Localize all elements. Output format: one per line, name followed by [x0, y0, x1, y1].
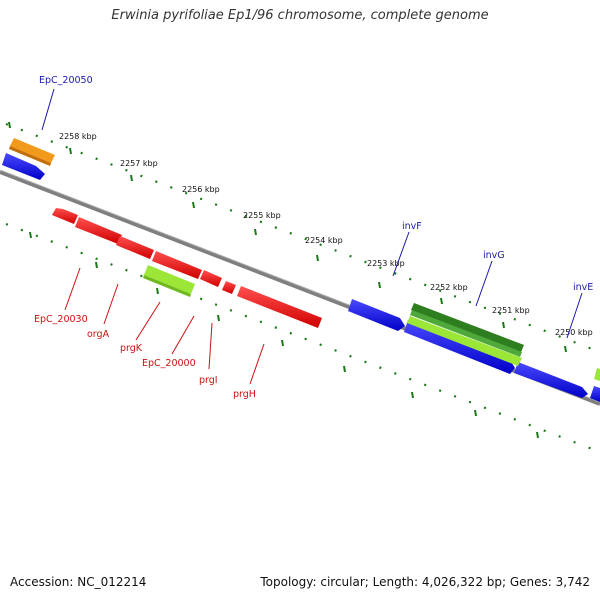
map-title: Erwinia pyrifoliae Ep1/96 chromosome, co…: [111, 8, 489, 23]
scale-ticks-lower: [29, 231, 539, 439]
scale-label-2257: 2257 kbp: [120, 159, 158, 168]
label-prgi: prgI: [199, 322, 218, 386]
scale-label-2252: 2252 kbp: [430, 283, 468, 292]
scale-label-2250: 2250 kbp: [555, 328, 593, 337]
accession-text: Accession: NC_012214: [10, 575, 147, 589]
svg-text:invE: invE: [573, 282, 593, 293]
genome-summary-text: Topology: circular; Length: 4,026,322 bp…: [260, 575, 590, 589]
gene-red-4[interactable]: [152, 251, 202, 279]
label-prgh: prgH: [233, 343, 265, 400]
svg-text:invG: invG: [483, 250, 505, 261]
gene-light-green-right[interactable]: [594, 368, 600, 381]
svg-text:EpC_20030: EpC_20030: [34, 314, 88, 325]
label-invg: invG: [475, 250, 505, 307]
gene-blue-3[interactable]: [514, 362, 588, 398]
gene-prgh[interactable]: [237, 286, 322, 328]
label-inve: invE: [566, 282, 593, 339]
label-invf: invF: [392, 221, 422, 277]
gene-prgi[interactable]: [200, 270, 222, 287]
svg-text:EpC_20000: EpC_20000: [142, 358, 196, 369]
gene-epc20030[interactable]: [52, 208, 78, 224]
label-epc20030: EpC_20030: [34, 267, 88, 325]
scale-label-2256: 2256 kbp: [182, 185, 220, 194]
svg-text:prgH: prgH: [233, 389, 256, 400]
gene-forward-left[interactable]: [2, 153, 45, 180]
gene-blue-2[interactable]: [404, 320, 515, 374]
scale-label-2258: 2258 kbp: [59, 132, 97, 141]
svg-text:EpC_20050: EpC_20050: [39, 75, 93, 86]
label-epc20000: EpC_20000: [142, 315, 196, 369]
scale-ticks-upper: [8, 121, 567, 353]
gene-orga[interactable]: [75, 217, 122, 244]
gene-invf[interactable]: [348, 299, 405, 331]
svg-text:prgK: prgK: [120, 343, 143, 354]
gene-epc20000[interactable]: [143, 265, 195, 297]
scale-label-2254: 2254 kbp: [305, 236, 343, 245]
svg-text:invF: invF: [402, 221, 422, 232]
scale-label-2255: 2255 kbp: [243, 211, 281, 220]
label-prgk: prgK: [120, 301, 161, 354]
svg-text:prgI: prgI: [199, 375, 218, 386]
label-epc20050: EpC_20050: [39, 75, 93, 131]
gene-epc20050[interactable]: [9, 138, 55, 166]
gene-blue-4[interactable]: [590, 386, 600, 402]
gene-invg[interactable]: [407, 303, 524, 366]
scale-label-2251: 2251 kbp: [492, 306, 530, 315]
label-orga: orgA: [87, 283, 119, 340]
gene-red-6[interactable]: [222, 281, 236, 294]
gene-prgk[interactable]: [116, 236, 154, 259]
scale-label-2253: 2253 kbp: [367, 259, 405, 268]
svg-text:orgA: orgA: [87, 329, 110, 340]
